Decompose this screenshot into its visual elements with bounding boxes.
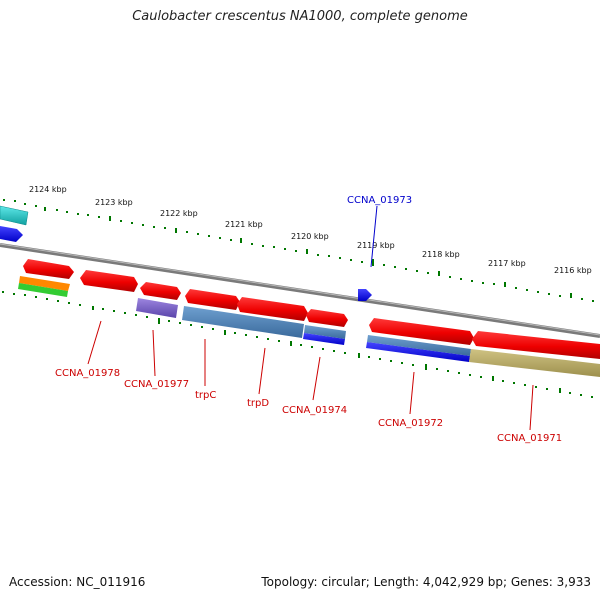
gene-arrow-5[interactable]: [237, 297, 308, 321]
feature-steel-2[interactable]: [304, 325, 346, 339]
label-ccna-01973[interactable]: CCNA_01973: [347, 195, 412, 206]
gene-arrow-4[interactable]: [185, 289, 240, 310]
scale-label-2119: 2119 kbp: [357, 241, 395, 250]
leader-ccna-01971: [529, 384, 534, 431]
label-ccna-01977[interactable]: CCNA_01977: [124, 379, 189, 390]
feature-blue-left[interactable]: [0, 226, 23, 242]
label-ccna-01971[interactable]: CCNA_01971: [497, 433, 562, 444]
scale-label-2123: 2123 kbp: [95, 198, 133, 207]
label-ccna-01972[interactable]: CCNA_01972: [378, 418, 443, 429]
feature-steel-3[interactable]: [367, 335, 471, 356]
leader-ccna-01974: [312, 356, 321, 401]
feature-blue-2[interactable]: [303, 333, 345, 345]
feature-olive[interactable]: [469, 349, 600, 377]
scale-label-2120: 2120 kbp: [291, 232, 329, 241]
leader-ccna-01978: [87, 320, 102, 365]
scale-label-2116: 2116 kbp: [554, 266, 592, 275]
feature-blue-3[interactable]: [366, 342, 470, 362]
map-title: Caulobacter crescentus NA1000, complete …: [132, 9, 468, 24]
feature-green[interactable]: [18, 283, 68, 297]
gene-arrow-3[interactable]: [140, 282, 181, 300]
genome-summary-text: Topology: circular; Length: 4,042,929 bp…: [261, 575, 591, 589]
label-trpd[interactable]: trpD: [247, 398, 269, 409]
gene-arrow-2[interactable]: [80, 270, 138, 292]
gene-arrow-1[interactable]: [23, 259, 74, 279]
leader-ccna-01973: [370, 205, 378, 268]
label-ccna-01978[interactable]: CCNA_01978: [55, 368, 120, 379]
label-trpc[interactable]: trpC: [195, 390, 216, 401]
feature-cyan-left[interactable]: [0, 205, 29, 226]
scale-label-2122: 2122 kbp: [160, 209, 198, 218]
gene-ccna-01973[interactable]: [358, 289, 372, 301]
feature-purple[interactable]: [136, 298, 178, 318]
genome-backbone: [0, 243, 600, 338]
leader-ccna-01977: [152, 329, 156, 377]
feature-steel-1[interactable]: [182, 306, 304, 338]
gene-arrow-8[interactable]: [472, 331, 600, 359]
lower-scale-ruler: [2, 291, 593, 398]
leader-trpd: [258, 347, 266, 395]
upper-scale-ruler: [3, 199, 594, 302]
leader-ccna-01972: [409, 371, 415, 415]
feature-orange[interactable]: [19, 276, 70, 291]
scale-label-2121: 2121 kbp: [225, 220, 263, 229]
scale-label-2124: 2124 kbp: [29, 185, 67, 194]
gene-arrow-7[interactable]: [369, 318, 474, 345]
label-ccna-01974[interactable]: CCNA_01974: [282, 405, 347, 416]
gene-arrow-6[interactable]: [306, 309, 348, 327]
scale-label-2117: 2117 kbp: [488, 259, 526, 268]
red-gene-arrows: [23, 259, 600, 359]
scale-label-2118: 2118 kbp: [422, 250, 460, 259]
accession-text: Accession: NC_011916: [9, 575, 146, 589]
